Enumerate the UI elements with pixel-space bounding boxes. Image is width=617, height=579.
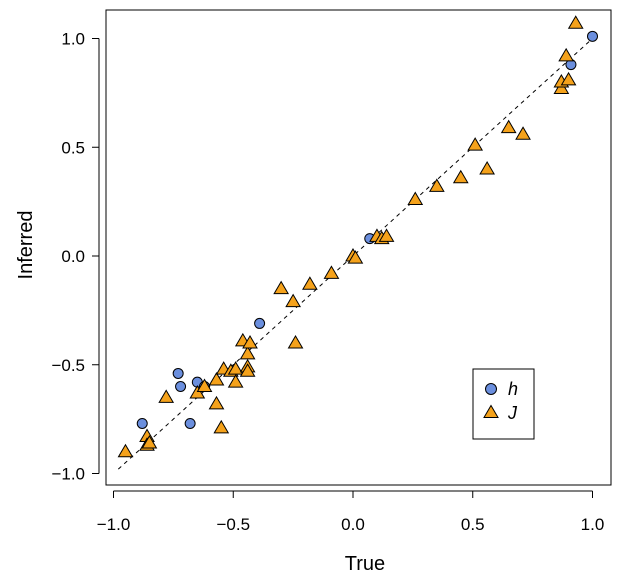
data-point-j bbox=[407, 191, 424, 205]
data-point-j bbox=[239, 363, 256, 377]
data-point-j bbox=[452, 169, 469, 184]
data-point-h bbox=[587, 30, 598, 42]
data-point-h bbox=[184, 417, 196, 429]
data-point-j bbox=[141, 435, 158, 449]
x-axis: −1.0 −0.5 0.0 0.5 1.0 bbox=[97, 490, 605, 534]
x-tick-label: −1.0 bbox=[97, 515, 131, 534]
data-point-j bbox=[302, 276, 318, 290]
data-point-j bbox=[323, 265, 340, 279]
data-point-j bbox=[158, 389, 175, 403]
series-j-points bbox=[117, 15, 584, 458]
x-tick-label: −0.5 bbox=[216, 515, 250, 534]
data-point-j bbox=[287, 335, 304, 349]
data-point-j bbox=[227, 374, 244, 388]
legend-j-label: J bbox=[507, 403, 518, 423]
y-tick-label: 1.0 bbox=[61, 30, 85, 49]
x-axis-title: True bbox=[345, 553, 385, 575]
data-point-h bbox=[172, 367, 184, 379]
x-tick-label: 0.0 bbox=[341, 515, 365, 534]
y-axis: −1.0 −0.5 0.0 0.5 1.0 bbox=[51, 30, 100, 484]
legend-h-circle-marker bbox=[485, 383, 497, 395]
data-point-j bbox=[285, 293, 301, 308]
data-point-h bbox=[136, 417, 148, 429]
data-point-j bbox=[428, 178, 445, 192]
legend-h-label: h bbox=[508, 379, 518, 399]
data-point-j bbox=[560, 71, 577, 86]
y-tick-label: −1.0 bbox=[51, 465, 85, 484]
data-point-j bbox=[117, 443, 134, 458]
x-tick-label: 1.0 bbox=[581, 515, 605, 534]
y-tick-label: 0.0 bbox=[61, 247, 85, 266]
data-point-j bbox=[553, 80, 570, 95]
x-tick-label: 0.5 bbox=[461, 515, 485, 534]
data-point-j bbox=[500, 119, 517, 134]
data-point-h bbox=[175, 381, 187, 392]
data-point-j bbox=[208, 395, 225, 410]
data-point-j bbox=[558, 47, 575, 62]
data-point-j bbox=[273, 280, 290, 295]
data-point-j bbox=[208, 371, 225, 386]
data-point-j bbox=[239, 345, 256, 360]
legend-j-triangle-marker bbox=[483, 404, 499, 418]
data-point-j bbox=[378, 228, 395, 242]
y-axis-title: Inferred bbox=[15, 211, 37, 280]
data-point-j bbox=[189, 385, 206, 399]
data-point-j bbox=[467, 137, 484, 151]
legend: h J bbox=[472, 368, 535, 440]
data-point-j bbox=[196, 378, 213, 392]
plot-frame bbox=[105, 9, 612, 486]
y-tick-label: 0.5 bbox=[61, 138, 85, 157]
data-point-j bbox=[227, 361, 244, 375]
data-point-j bbox=[242, 335, 258, 349]
data-point-j bbox=[347, 250, 364, 264]
y-tick-label: −0.5 bbox=[51, 356, 85, 375]
legend-box bbox=[472, 368, 535, 440]
data-point-j bbox=[479, 161, 495, 175]
data-point-j bbox=[213, 419, 230, 434]
data-point-h bbox=[254, 317, 266, 329]
data-point-j bbox=[567, 15, 584, 29]
data-point-j bbox=[515, 126, 531, 140]
